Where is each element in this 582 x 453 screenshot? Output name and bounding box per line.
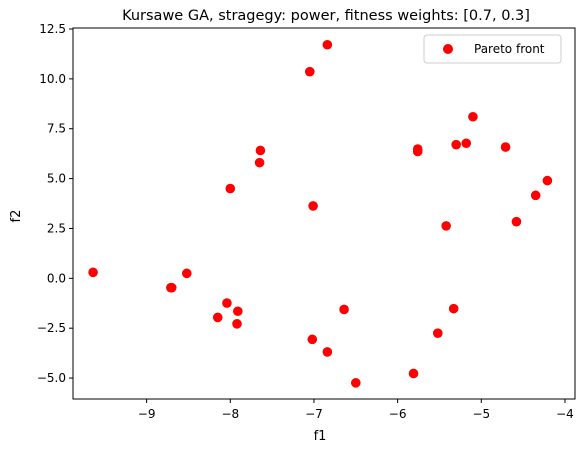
y-axis-ticks: −5.0 −2.5 0.0 2.5 5.0 7.5 10.0 12.5 xyxy=(37,22,73,385)
y-tick-label: 5.0 xyxy=(47,172,66,186)
data-point xyxy=(441,221,451,231)
data-point xyxy=(255,145,266,156)
x-axis-ticks: −9 −8 −7 −6 −5 −4 xyxy=(138,399,574,421)
data-point xyxy=(350,378,361,388)
data-point xyxy=(166,282,177,293)
plot-frame xyxy=(72,27,576,400)
y-tick-label: 7.5 xyxy=(47,122,66,136)
data-point xyxy=(408,368,419,379)
y-tick-label: 2.5 xyxy=(47,221,66,235)
y-tick-label: 10.0 xyxy=(39,72,66,86)
x-tick-label: −5 xyxy=(472,407,490,421)
data-point xyxy=(412,144,423,154)
x-tick-label: −4 xyxy=(556,407,574,421)
data-point xyxy=(307,334,318,345)
data-point xyxy=(322,39,333,50)
x-tick-label: −7 xyxy=(305,407,323,421)
data-point xyxy=(222,298,232,308)
data-point xyxy=(232,319,242,329)
data-point xyxy=(254,157,265,168)
data-point xyxy=(181,268,192,279)
x-tick-label: −6 xyxy=(389,407,407,421)
legend: Pareto front xyxy=(423,34,562,64)
y-tick-label: −2.5 xyxy=(37,321,66,335)
plot-area xyxy=(72,27,576,400)
y-axis-label: f2 xyxy=(9,210,24,223)
chart-title: Kursawe GA, stragegy: power, fitness wei… xyxy=(122,8,530,24)
x-axis-label: f1 xyxy=(314,429,327,444)
data-point xyxy=(530,190,541,201)
data-point xyxy=(225,183,236,194)
legend-label: Pareto front xyxy=(474,42,545,56)
data-point xyxy=(448,303,459,314)
y-tick-label: 0.0 xyxy=(47,271,66,285)
y-tick-label: 12.5 xyxy=(39,22,66,36)
data-point xyxy=(451,139,461,150)
data-point xyxy=(500,142,511,152)
x-tick-label: −8 xyxy=(221,407,239,421)
y-tick-label: −5.0 xyxy=(37,371,66,385)
data-point xyxy=(432,328,443,338)
data-point xyxy=(322,347,333,357)
legend-box xyxy=(423,34,562,64)
legend-marker xyxy=(443,44,453,54)
data-point xyxy=(212,312,223,323)
data-point xyxy=(542,175,553,186)
data-point xyxy=(461,138,472,149)
data-point xyxy=(468,111,478,122)
data-point xyxy=(88,267,98,278)
data-point xyxy=(511,216,522,227)
x-tick-label: −9 xyxy=(138,407,156,421)
data-point xyxy=(233,306,243,317)
data-point xyxy=(308,201,318,211)
data-point xyxy=(339,304,349,315)
data-point xyxy=(304,66,315,77)
